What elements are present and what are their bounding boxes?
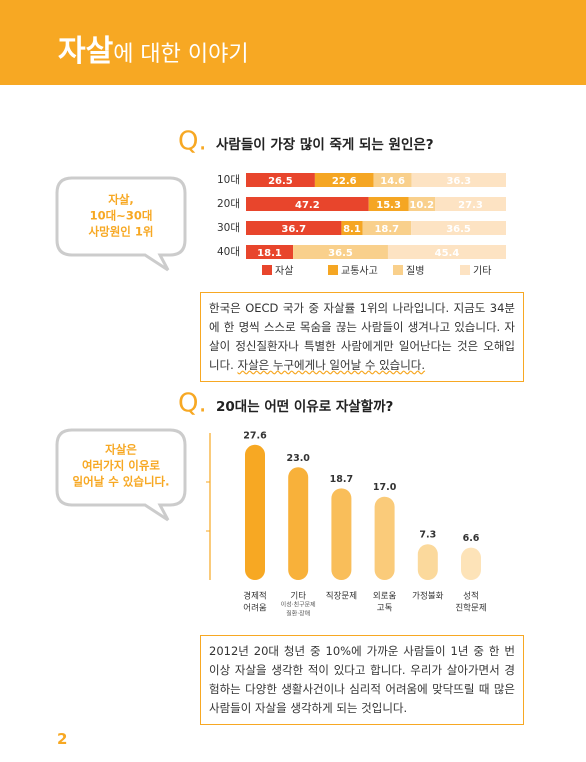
bubble-text: 일어날 수 있습니다. xyxy=(72,475,169,489)
segment-label: 10.2 xyxy=(409,200,434,211)
legend-label: 질병 xyxy=(406,265,424,277)
bar-segment xyxy=(246,221,342,235)
note-text: 한국은 OECD 국가 중 자살률 1위의 나라입니다. 지금도 34분에 한 … xyxy=(209,301,515,372)
bar-segment xyxy=(411,221,506,235)
bubble-shape xyxy=(55,428,187,522)
value-label: 7.3 xyxy=(419,530,436,541)
category-label: 성적 xyxy=(463,591,479,602)
bar-segment xyxy=(246,197,369,211)
bubble-shape xyxy=(55,176,187,272)
question-mark: Q. xyxy=(178,389,207,419)
bar-segment xyxy=(341,221,363,235)
segment-label: 14.6 xyxy=(380,176,405,187)
title-rest: 에 대한 이야기 xyxy=(113,42,249,67)
question: 사람들이 가장 많이 죽게 되는 원인은? xyxy=(216,136,434,153)
bar-segment xyxy=(411,173,506,187)
legend-label: 자살 xyxy=(275,265,293,277)
note-box: 2012년 20대 청년 중 10%에 가까운 사람들이 1년 중 한 번 이상… xyxy=(200,635,524,725)
row-label: 30대 xyxy=(217,222,240,234)
category-label: 기타 xyxy=(290,592,306,602)
title-bold: 자살 xyxy=(58,34,114,69)
segment-label: 36.7 xyxy=(281,224,306,235)
segment-label: 36.5 xyxy=(328,248,353,259)
value-label: 18.7 xyxy=(330,474,353,485)
segment-label: 15.3 xyxy=(376,200,401,211)
bar xyxy=(461,547,481,580)
bar xyxy=(374,496,395,580)
bar-segment xyxy=(362,221,412,235)
value-label: 27.6 xyxy=(243,430,267,441)
bubble-text: 여러가지 이유로 xyxy=(82,459,160,473)
page-number: 2 xyxy=(57,730,68,748)
legend-swatch xyxy=(393,265,403,275)
row-label: 20대 xyxy=(217,198,240,210)
bubble-text: 10대~30대 xyxy=(90,209,153,223)
header: 자살에 대한 이야기 xyxy=(0,0,586,85)
question-mark: Q. xyxy=(178,127,207,157)
category-label: 외로움 xyxy=(373,591,397,602)
segment-label: 22.6 xyxy=(332,176,357,187)
category-label: 고독 xyxy=(377,604,393,614)
note-box: 한국은 OECD 국가 중 자살률 1위의 나라입니다. 지금도 34분에 한 … xyxy=(200,292,524,382)
segment-label: 36.3 xyxy=(446,176,471,187)
bar-segment xyxy=(246,173,315,187)
category-label: 경제적 xyxy=(243,591,266,602)
bubble-text: 사망원인 1위 xyxy=(89,225,154,239)
bar-segment xyxy=(408,197,436,211)
question: 20대는 어떤 이유로 자살할까? xyxy=(216,398,393,415)
legend-swatch xyxy=(262,265,272,275)
bar-segment xyxy=(387,245,506,259)
bubble-text: 자살, xyxy=(108,193,134,207)
bar-segment xyxy=(373,173,412,187)
category-note: 질환·장애 xyxy=(286,610,310,618)
segment-label: 18.1 xyxy=(257,248,282,259)
bar-segment xyxy=(435,197,506,211)
bar xyxy=(331,488,352,580)
title: 자살에 대한 이야기 xyxy=(58,26,249,70)
category-label: 진학문제 xyxy=(455,603,486,614)
segment-label: 18.7 xyxy=(374,224,399,235)
row-label: 10대 xyxy=(217,174,240,186)
note-emphasis: 자살은 누구에게나 일어날 수 있습니다. xyxy=(237,358,426,372)
segment-label: 36.5 xyxy=(446,224,471,235)
category-label: 가정불화 xyxy=(412,591,443,602)
segment-label: 27.3 xyxy=(458,200,483,211)
bar-segment xyxy=(293,245,388,259)
bar xyxy=(417,544,438,580)
category-note: 이성·친구문제 xyxy=(281,601,316,609)
category-label: 직장문제 xyxy=(326,591,357,602)
legend-swatch xyxy=(460,265,470,275)
legend-label: 기타 xyxy=(473,265,491,277)
segment-label: 8.1 xyxy=(343,224,361,235)
category-label: 어려움 xyxy=(243,603,267,614)
row-label: 40대 xyxy=(217,246,240,258)
segment-label: 47.2 xyxy=(295,200,320,211)
value-label: 23.0 xyxy=(286,453,310,464)
segment-label: 26.5 xyxy=(268,176,293,187)
value-label: 17.0 xyxy=(373,482,397,493)
bar-segment xyxy=(246,245,294,259)
legend-swatch xyxy=(328,265,338,275)
bubble-text: 자살은 xyxy=(105,443,137,457)
bar xyxy=(245,444,265,580)
value-label: 6.6 xyxy=(463,533,480,544)
bar xyxy=(288,467,309,580)
bar-segment xyxy=(368,197,409,211)
bar-segment xyxy=(314,173,374,187)
segment-label: 45.4 xyxy=(435,248,460,259)
legend-label: 교통사고 xyxy=(341,265,378,277)
note-text: 2012년 20대 청년 중 10%에 가까운 사람들이 1년 중 한 번 이상… xyxy=(209,644,515,715)
